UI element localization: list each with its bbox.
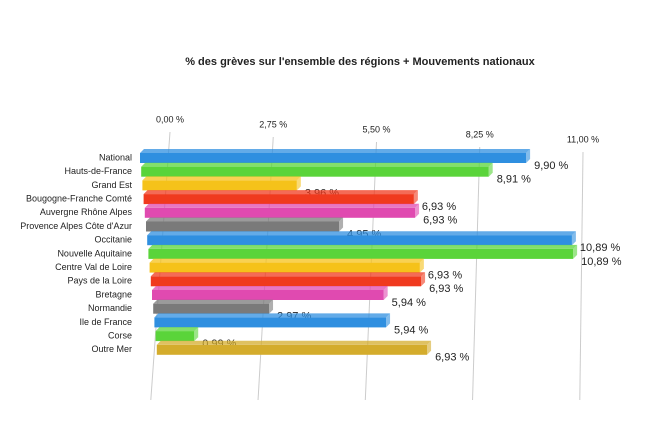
bar-face — [386, 313, 391, 328]
bar-face — [141, 162, 493, 167]
bar-face — [144, 203, 420, 208]
category-label: National — [99, 152, 132, 162]
bar-face — [419, 258, 424, 273]
bar — [149, 258, 424, 273]
value-label: 5,94 % — [394, 324, 428, 336]
bar-face — [155, 327, 199, 332]
category-label: Occitanie — [94, 235, 132, 245]
bar-face — [269, 299, 274, 314]
bar-face — [154, 317, 387, 328]
category-label: Centre Val de Loire — [55, 262, 132, 272]
bar-face — [296, 176, 301, 191]
bar-face — [415, 203, 420, 218]
value-label: 6,93 % — [428, 270, 462, 282]
bar-face — [150, 276, 422, 287]
bar — [141, 162, 493, 177]
category-label: Outre Mer — [91, 344, 132, 354]
category-label: Nouvelle Aquitaine — [57, 248, 132, 258]
bar-face — [339, 217, 344, 232]
bar — [154, 313, 391, 328]
bar-face — [571, 231, 576, 246]
bar-face — [421, 272, 426, 287]
bar — [148, 244, 578, 259]
bar-face — [152, 290, 384, 300]
bar — [143, 190, 418, 205]
bar-face — [144, 207, 416, 218]
bar-face — [149, 258, 424, 263]
bar — [140, 149, 531, 163]
bar-face — [427, 340, 432, 355]
bar-face — [142, 176, 301, 181]
value-label: 10,89 % — [581, 256, 622, 268]
bar-face — [153, 303, 270, 314]
bar-face — [146, 217, 344, 222]
bar-face — [149, 262, 420, 273]
bar — [156, 340, 432, 355]
value-label: 9,90 % — [534, 160, 568, 172]
bar-face — [155, 331, 195, 342]
category-label: Bougogne-Franche Comté — [26, 193, 132, 203]
bar-face — [154, 313, 391, 318]
x-tick-label: 0,00 % — [156, 114, 184, 124]
x-tick-label: 5,50 % — [362, 124, 390, 134]
bar-face — [526, 149, 531, 163]
bar-face — [153, 299, 274, 304]
bar-face — [152, 286, 388, 290]
bar-face — [140, 149, 531, 153]
bar-face — [194, 327, 199, 342]
bar-face — [147, 235, 572, 246]
bar-face — [141, 166, 489, 177]
bar — [152, 286, 388, 300]
bar-face — [140, 153, 527, 163]
bar-face — [156, 344, 428, 355]
category-label: Provence Alpes Côte d'Azur — [20, 221, 132, 231]
bar-face — [383, 286, 388, 300]
category-label: Ile de France — [79, 317, 132, 327]
chart-title: % des grèves sur l'ensemble des régions … — [185, 56, 535, 68]
bar-face — [150, 272, 426, 277]
value-label: 6,93 % — [422, 201, 456, 213]
category-label: Corse — [108, 330, 132, 340]
bar — [144, 203, 420, 218]
bar — [142, 176, 301, 191]
value-label: 6,93 % — [423, 215, 457, 227]
bar-face — [143, 194, 414, 205]
bar-face — [142, 180, 297, 191]
value-label: 6,93 % — [435, 352, 469, 364]
x-tick-label: 2,75 % — [259, 119, 287, 129]
bar-face — [156, 340, 432, 345]
bar-face — [148, 244, 578, 249]
bar-face — [573, 244, 578, 259]
value-label: 8,91 % — [497, 174, 531, 186]
x-tick-label: 8,25 % — [466, 129, 494, 139]
grid-line — [579, 151, 584, 401]
grid-line — [472, 146, 481, 401]
category-label: Normandie — [88, 303, 132, 313]
category-label: Bretagne — [95, 289, 132, 299]
value-label: 6,93 % — [429, 283, 463, 295]
category-label: Hauts-de-France — [64, 166, 132, 176]
bar-face — [488, 162, 493, 177]
bar-face — [148, 248, 574, 259]
x-tick-label: 11,00 % — [567, 134, 599, 144]
bar — [150, 272, 426, 287]
bar — [147, 231, 576, 246]
bar — [155, 327, 199, 342]
bar-face — [413, 190, 418, 205]
category-label: Grand Est — [91, 180, 132, 190]
value-label: 5,94 % — [392, 297, 426, 309]
category-label: Pays de la Loire — [67, 276, 132, 286]
bar-face — [146, 221, 340, 232]
category-label: Auvergne Rhône Alpes — [40, 207, 133, 217]
bar-face — [147, 231, 576, 236]
value-label: 10,89 % — [580, 242, 621, 254]
bar — [146, 217, 344, 232]
bar-face — [143, 190, 418, 195]
bar — [153, 299, 274, 314]
